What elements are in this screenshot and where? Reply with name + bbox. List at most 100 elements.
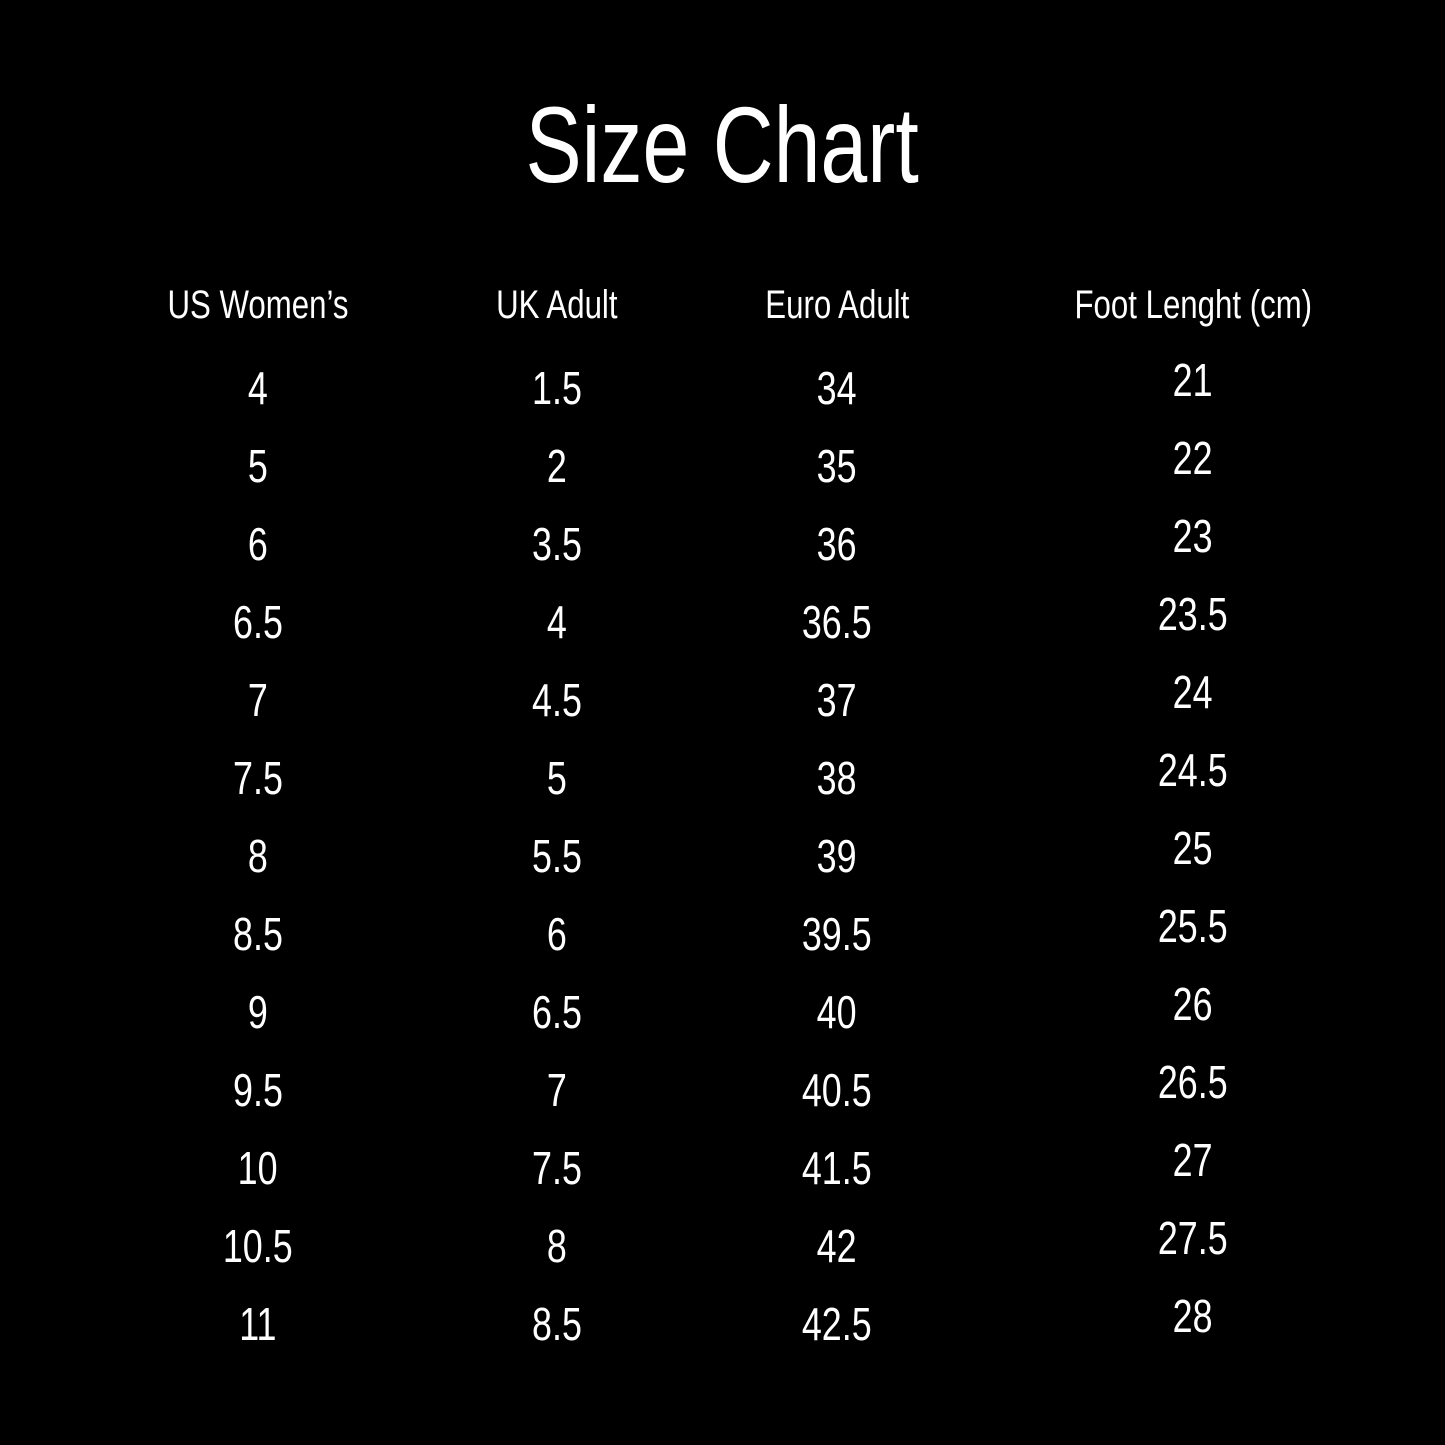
size-value-text: 7 (248, 673, 268, 726)
size-value-text: 4.5 (532, 673, 582, 726)
size-value-text: 26 (1173, 977, 1213, 1030)
size-value: 40 (706, 973, 968, 1051)
table-row: 7 4.5 37 24 (108, 661, 1418, 739)
size-value-text: 9.5 (233, 1063, 283, 1116)
size-value: 24 (968, 661, 1418, 739)
size-value: 8.5 (108, 895, 408, 973)
size-value-text: 10 (238, 1141, 278, 1194)
page-title-text: Size Chart (525, 84, 920, 205)
size-value-text: 11 (239, 1297, 277, 1350)
size-value-text: 7 (547, 1063, 567, 1116)
size-value-text: 40.5 (802, 1063, 872, 1116)
size-value: 6 (408, 895, 706, 973)
size-value: 6.5 (108, 583, 408, 661)
table-row: 9 6.5 40 26 (108, 973, 1418, 1051)
table-row: 10 7.5 41.5 27 (108, 1129, 1418, 1207)
column-header-label: Euro Adult (765, 283, 909, 328)
size-value-text: 8.5 (532, 1297, 582, 1350)
size-value-text: 8 (547, 1219, 567, 1272)
size-value: 4.5 (408, 661, 706, 739)
size-value: 42.5 (706, 1285, 968, 1363)
size-value: 40.5 (706, 1051, 968, 1129)
size-value-text: 7.5 (233, 751, 283, 804)
size-value: 6 (108, 505, 408, 583)
size-value: 8.5 (408, 1285, 706, 1363)
size-table-body: 4 1.5 34 21 5 2 35 22 6 3.5 36 23 6.5 4 36.5 23.5 7 4.5 37… (108, 349, 1418, 1363)
size-value-text: 6 (248, 517, 268, 570)
size-value-text: 25 (1173, 821, 1213, 874)
column-header-label: Foot Lenght (cm) (1074, 283, 1312, 328)
table-row: 9.5 7 40.5 26.5 (108, 1051, 1418, 1129)
column-header-label: UK Adult (496, 283, 618, 328)
size-value: 22 (968, 427, 1418, 505)
size-value-text: 4 (547, 595, 567, 648)
size-value: 27.5 (968, 1207, 1418, 1285)
size-value: 26 (968, 973, 1418, 1051)
size-value: 7.5 (108, 739, 408, 817)
size-value: 23.5 (968, 583, 1418, 661)
size-value-text: 22 (1173, 431, 1213, 484)
size-value: 37 (706, 661, 968, 739)
size-value-text: 23 (1173, 509, 1213, 562)
column-header: Foot Lenght (cm) (968, 263, 1418, 349)
size-value: 34 (706, 349, 968, 427)
size-value-text: 27 (1173, 1133, 1213, 1186)
size-value: 10 (108, 1129, 408, 1207)
table-row: 4 1.5 34 21 (108, 349, 1418, 427)
size-value-text: 42.5 (802, 1297, 872, 1350)
size-value: 25 (968, 817, 1418, 895)
size-value-text: 5 (547, 751, 567, 804)
size-value: 28 (968, 1285, 1418, 1363)
table-row: 5 2 35 22 (108, 427, 1418, 505)
size-value-text: 24 (1173, 665, 1213, 718)
size-value: 7 (108, 661, 408, 739)
size-value: 5.5 (408, 817, 706, 895)
size-value-text: 39 (817, 829, 857, 882)
size-value: 4 (408, 583, 706, 661)
size-value: 42 (706, 1207, 968, 1285)
column-header: Euro Adult (706, 263, 968, 349)
size-value-text: 2 (547, 439, 567, 492)
size-value: 21 (968, 349, 1418, 427)
size-value-text: 8.5 (233, 907, 283, 960)
size-value: 5 (408, 739, 706, 817)
size-value-text: 39.5 (802, 907, 872, 960)
table-row: 11 8.5 42.5 28 (108, 1285, 1418, 1363)
table-row: 8.5 6 39.5 25.5 (108, 895, 1418, 973)
size-value: 38 (706, 739, 968, 817)
size-value-text: 7.5 (532, 1141, 582, 1194)
size-table-header: US Women’s UK Adult Euro Adult Foot Lenght … (108, 263, 1418, 349)
size-value-text: 40 (817, 985, 857, 1038)
size-value-text: 23.5 (1158, 587, 1228, 640)
column-header: UK Adult (408, 263, 706, 349)
size-value: 1.5 (408, 349, 706, 427)
table-row: 6.5 4 36.5 23.5 (108, 583, 1418, 661)
size-value: 8 (408, 1207, 706, 1285)
size-value-text: 8 (248, 829, 268, 882)
size-value: 8 (108, 817, 408, 895)
column-header: US Women’s (108, 263, 408, 349)
size-value: 2 (408, 427, 706, 505)
size-value: 24.5 (968, 739, 1418, 817)
size-value: 39 (706, 817, 968, 895)
table-row: 8 5.5 39 25 (108, 817, 1418, 895)
size-value: 36 (706, 505, 968, 583)
size-value-text: 21 (1173, 353, 1213, 406)
size-value-text: 6 (547, 907, 567, 960)
page-title: Size Chart (0, 0, 1445, 205)
size-value-text: 37 (817, 673, 857, 726)
size-value-text: 9 (248, 985, 268, 1038)
size-value: 35 (706, 427, 968, 505)
size-value-text: 34 (817, 361, 857, 414)
size-value: 41.5 (706, 1129, 968, 1207)
size-value-text: 28 (1173, 1289, 1213, 1342)
size-value-text: 6.5 (233, 595, 283, 648)
table-row: 7.5 5 38 24.5 (108, 739, 1418, 817)
size-value: 4 (108, 349, 408, 427)
column-header-label: US Women’s (167, 283, 349, 328)
size-value-text: 26.5 (1158, 1055, 1228, 1108)
size-value-text: 38 (817, 751, 857, 804)
size-value: 9 (108, 973, 408, 1051)
size-value: 7 (408, 1051, 706, 1129)
